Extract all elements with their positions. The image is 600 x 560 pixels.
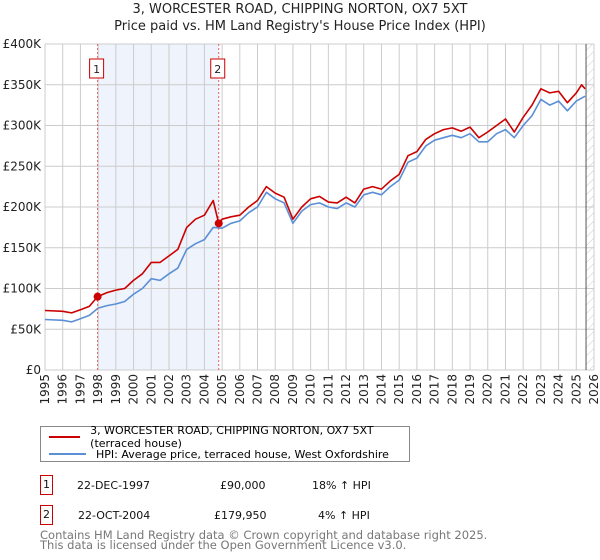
sale-point xyxy=(93,292,102,301)
x-tick-label: 2026 xyxy=(587,374,600,405)
x-tick-label: 2023 xyxy=(534,374,548,405)
chart-subtitle: Price paid vs. HM Land Registry's House … xyxy=(114,19,486,34)
x-tick-label: 2017 xyxy=(428,374,442,405)
x-tick-label: 2015 xyxy=(392,374,406,405)
x-tick-label: 2008 xyxy=(268,374,282,405)
sale-badge xyxy=(210,58,226,79)
legend: 3, WORCESTER ROAD, CHIPPING NORTON, OX7 … xyxy=(40,424,410,462)
x-tick-label: 2002 xyxy=(162,374,176,405)
y-tick-label: £400K xyxy=(3,37,43,51)
y-tick-label: £150K xyxy=(3,241,43,255)
legend-swatch-red xyxy=(49,436,81,438)
x-tick-label: 2010 xyxy=(304,374,318,405)
x-tick-label: 2003 xyxy=(180,374,194,405)
y-tick-label: £250K xyxy=(3,159,43,173)
x-tick-label: 1995 xyxy=(38,374,52,405)
x-tick-label: 2000 xyxy=(127,374,141,405)
legend-label: HPI: Average price, terraced house, West… xyxy=(96,447,389,461)
x-tick-label: 2014 xyxy=(374,374,388,405)
transaction-badge: 1 xyxy=(40,475,53,495)
x-tick-label: 2022 xyxy=(516,374,530,405)
transaction-badge: 2 xyxy=(40,505,53,525)
transaction-price: £179,950 xyxy=(214,509,267,522)
hpi-line xyxy=(44,95,586,323)
x-tick-label: 2011 xyxy=(321,374,335,405)
x-tick-label: 2004 xyxy=(197,374,211,405)
transaction-row: 2 22-OCT-2004 £179,950 4% ↑ HPI xyxy=(40,505,440,527)
transaction-hpi: 4% ↑ HPI xyxy=(318,509,370,522)
x-tick-label: 2005 xyxy=(215,374,229,405)
x-tick-label: 2012 xyxy=(339,374,353,405)
transaction-row: 1 22-DEC-1997 £90,000 18% ↑ HPI xyxy=(40,475,440,497)
x-tick-label: 1996 xyxy=(56,374,70,405)
x-tick-label: 1999 xyxy=(109,374,123,405)
y-tick-label: £0 xyxy=(26,363,41,377)
x-tick-label: 2001 xyxy=(144,374,158,405)
sale-point xyxy=(214,219,223,228)
x-tick-label: 1997 xyxy=(73,374,87,405)
x-tick-label: 2020 xyxy=(481,374,495,405)
x-tick-label: 2016 xyxy=(410,374,424,405)
y-tick-label: £50K xyxy=(10,322,42,336)
x-tick-label: 2009 xyxy=(286,374,300,405)
transaction-date: 22-OCT-2004 xyxy=(78,509,151,522)
x-tick-label: 2021 xyxy=(498,374,512,405)
x-tick-label: 2018 xyxy=(445,374,459,405)
x-tick-label: 2006 xyxy=(233,374,247,405)
y-tick-label: £200K xyxy=(3,200,43,214)
y-tick-label: £300K xyxy=(3,119,43,133)
chart-title: 3, WORCESTER ROAD, CHIPPING NORTON, OX7 … xyxy=(132,2,468,17)
footer-licence: This data is licensed under the Open Gov… xyxy=(40,538,407,552)
footer-copyright: Contains HM Land Registry data © Crown c… xyxy=(40,528,488,542)
legend-item-property: 3, WORCESTER ROAD, CHIPPING NORTON, OX7 … xyxy=(49,424,409,450)
transaction-hpi: 18% ↑ HPI xyxy=(312,479,371,492)
footer: Contains HM Land Registry data © Crown c… xyxy=(40,528,488,552)
sale-badge-label: 2 xyxy=(214,63,221,76)
legend-swatch-blue xyxy=(49,453,86,455)
sale-badge xyxy=(89,58,105,79)
transaction-date: 22-DEC-1997 xyxy=(77,479,151,492)
x-tick-label: 2025 xyxy=(569,374,583,405)
x-tick-label: 2024 xyxy=(552,374,566,405)
x-tick-label: 1998 xyxy=(91,374,105,405)
sale-badge-label: 1 xyxy=(93,63,100,76)
property-price-line xyxy=(44,84,586,314)
legend-label: 3, WORCESTER ROAD, CHIPPING NORTON, OX7 … xyxy=(90,424,374,450)
legend-item-hpi: HPI: Average price, terraced house, West… xyxy=(49,447,389,461)
x-tick-label: 2013 xyxy=(357,374,371,405)
x-tick-label: 2007 xyxy=(251,374,265,405)
x-tick-label: 2019 xyxy=(463,374,477,405)
transaction-price: £90,000 xyxy=(220,479,266,492)
y-tick-label: £100K xyxy=(3,282,43,296)
y-tick-label: £350K xyxy=(3,78,43,92)
